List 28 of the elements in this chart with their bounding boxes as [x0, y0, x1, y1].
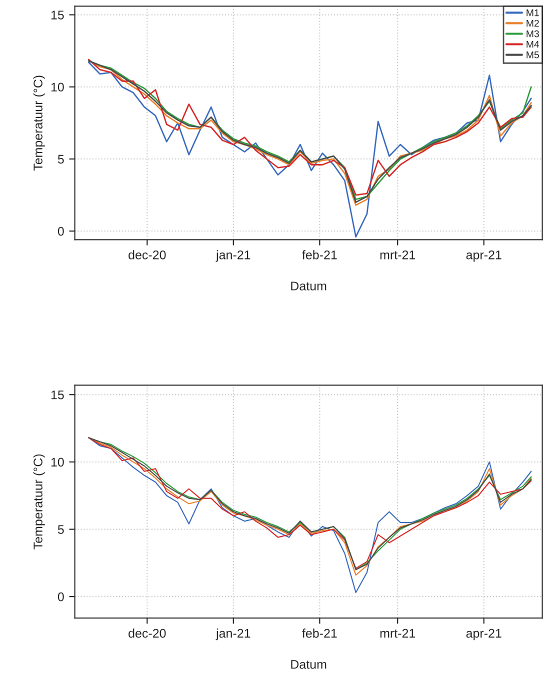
y-tick-label: 5 — [58, 525, 64, 534]
y-tick-label: 10 — [51, 82, 64, 92]
legend-label: M2 — [526, 20, 539, 27]
x-axis-title: Datum — [291, 282, 326, 290]
legend-label: M1 — [526, 9, 539, 16]
y-axis-title: Temperatuur (°C) — [33, 454, 45, 550]
y-tick-label: 10 — [51, 458, 64, 467]
x-axis-title: Datum — [291, 660, 326, 669]
x-tick-label: mrt-21 — [380, 628, 416, 638]
y-axis-title: Temperatuur (°C) — [33, 76, 45, 171]
y-tick-label: 15 — [51, 390, 64, 400]
y-tick-label: 5 — [58, 154, 64, 164]
x-tick-label: mrt-21 — [380, 250, 416, 260]
y-tick-label: 0 — [58, 592, 64, 602]
legend-label: M5 — [526, 52, 539, 58]
x-tick-label: jan-21 — [216, 628, 250, 640]
y-tick-label: 15 — [51, 10, 64, 20]
line-series — [88, 62, 532, 238]
y-tick-label: 0 — [58, 226, 64, 236]
x-tick-label: dec-20 — [128, 250, 166, 260]
x-tick-label: jan-21 — [216, 250, 250, 262]
x-tick-label: feb-21 — [302, 628, 337, 638]
legend-label: M4 — [526, 40, 540, 48]
x-tick-label: dec-20 — [128, 628, 166, 638]
legend-label: M3 — [526, 30, 539, 38]
x-tick-label: apr-21 — [466, 250, 502, 262]
x-tick-label: apr-21 — [466, 628, 502, 640]
x-tick-label: feb-21 — [302, 250, 337, 260]
